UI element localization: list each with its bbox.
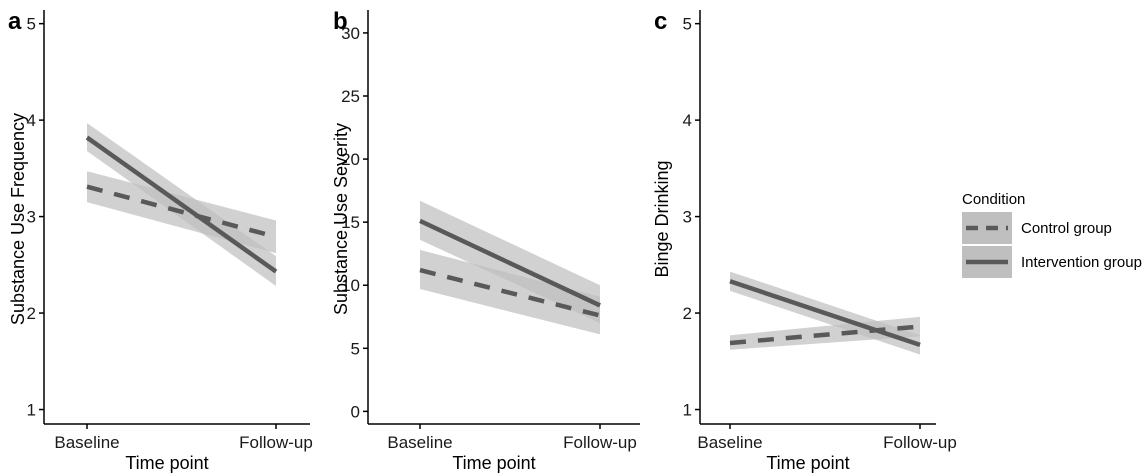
x-axis-title: Time point xyxy=(452,453,535,473)
legend-title: Condition xyxy=(962,191,1025,208)
y-tick-label: 10 xyxy=(341,276,360,295)
x-axis-title: Time point xyxy=(125,453,208,473)
y-axis-title: Substance Use Frequency xyxy=(8,113,28,325)
y-tick-label: 3 xyxy=(27,208,36,227)
y-axis-title: Substance Use Severity xyxy=(331,123,351,315)
y-tick-label: 2 xyxy=(27,304,36,323)
y-tick-label: 30 xyxy=(341,24,360,43)
y-axis-title: Binge Drinking xyxy=(652,160,672,277)
series-line-intervention xyxy=(85,135,278,274)
series-line-control xyxy=(86,184,277,240)
y-tick-label: 25 xyxy=(341,87,360,106)
x-tick-label: Baseline xyxy=(387,433,452,452)
y-tick-label: 0 xyxy=(351,402,360,421)
y-tick-label: 3 xyxy=(683,208,692,227)
y-tick-label: 4 xyxy=(27,111,36,130)
series-line-control xyxy=(729,324,921,346)
legend: Condition Control group Intervention group xyxy=(962,191,1142,278)
y-tick-label: 5 xyxy=(683,15,692,34)
panel-tag: b xyxy=(333,8,348,35)
panel-a: 1 2 3 4 5 Baseline Follow-up Time point Substanc… xyxy=(8,8,313,473)
y-tick-label: 1 xyxy=(683,401,692,420)
y-tick-label: 1 xyxy=(27,401,36,420)
panel-tag: c xyxy=(654,8,667,35)
legend-label: Control group xyxy=(1021,220,1112,237)
x-tick-label: Follow-up xyxy=(883,433,957,452)
series-line-intervention xyxy=(419,218,601,308)
y-tick-label: 15 xyxy=(341,213,360,232)
y-tick-label: 20 xyxy=(341,150,360,169)
y-tick-label: 5 xyxy=(27,15,36,34)
series-line-intervention xyxy=(729,279,921,348)
y-tick-label: 2 xyxy=(683,304,692,323)
x-tick-label: Baseline xyxy=(54,433,119,452)
panel-b: 0 5 10 15 20 25 30 Baseline Follow-up Time point S… xyxy=(331,8,640,473)
panel-c: 1 2 3 4 5 Baseline Follow-up Time point Binge Dr… xyxy=(652,8,957,473)
y-tick-label: 4 xyxy=(683,111,692,130)
x-tick-label: Baseline xyxy=(697,433,762,452)
x-axis-title: Time point xyxy=(766,453,849,473)
x-tick-label: Follow-up xyxy=(239,433,313,452)
panel-tag: a xyxy=(8,8,22,35)
legend-label: Intervention group xyxy=(1021,254,1142,271)
series-line-control xyxy=(419,267,601,318)
x-tick-label: Follow-up xyxy=(563,433,637,452)
y-tick-label: 5 xyxy=(351,339,360,358)
